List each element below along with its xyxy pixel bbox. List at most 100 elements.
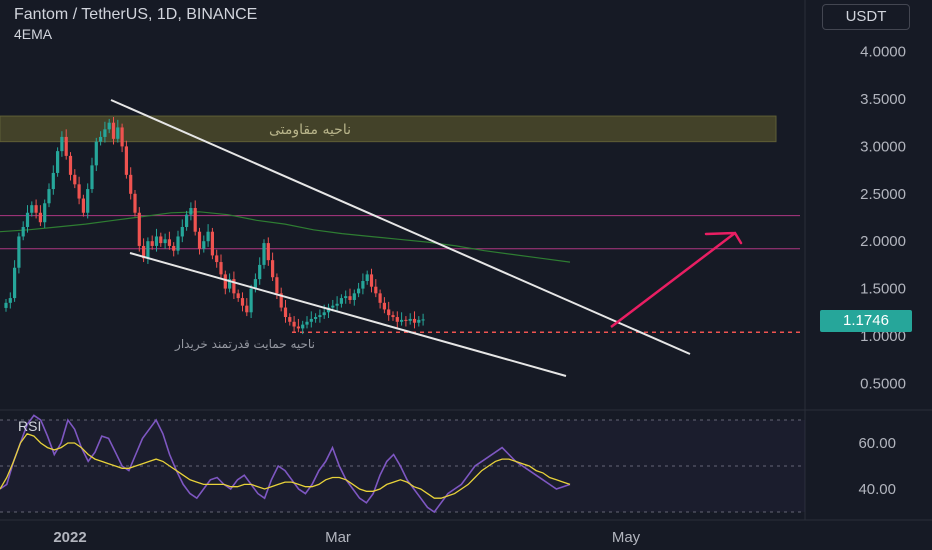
candle-body: [8, 298, 12, 303]
candle-body: [344, 296, 348, 299]
candle-body: [258, 264, 262, 280]
candle-body: [124, 146, 128, 175]
candle-body: [245, 305, 249, 313]
candle-body: [421, 319, 425, 321]
candle-body: [86, 189, 90, 213]
symbol-title: Fantom / TetherUS, 1D, BINANCE: [14, 6, 258, 23]
rsi-tick-label: 40.00: [858, 481, 896, 498]
currency-button[interactable]: USDT: [822, 4, 910, 30]
time-tick-label: Mar: [325, 529, 351, 546]
candle-body: [159, 236, 163, 244]
rsi-band: [0, 420, 805, 512]
price-tick-label: 3.0000: [860, 138, 906, 155]
candle-body: [142, 245, 146, 259]
candle-body: [236, 293, 240, 299]
candle-body: [253, 279, 257, 289]
candle-body: [68, 155, 73, 175]
candle-body: [266, 243, 270, 261]
candle-body: [339, 298, 343, 304]
candle-body: [180, 226, 184, 237]
candle-body: [215, 255, 219, 263]
last-price-tag: 1.1746: [820, 310, 912, 332]
candle-body: [202, 241, 206, 249]
support-label: ناحیه حمایت قدرتمند خریدار: [174, 337, 315, 352]
price-tick-label: 1.0000: [860, 328, 906, 345]
candle-body: [301, 324, 305, 329]
candle-body: [288, 317, 292, 322]
candle-body: [38, 212, 42, 223]
candle-body: [232, 279, 236, 294]
candle-body: [64, 136, 68, 156]
candle-body: [279, 293, 283, 308]
candle-body: [120, 127, 124, 147]
candle-body: [60, 136, 64, 152]
candle-body: [335, 303, 339, 306]
candle-body: [275, 277, 279, 294]
candle-body: [223, 274, 227, 289]
candle-body: [111, 122, 116, 139]
candle-body: [189, 208, 193, 215]
candle-body: [417, 319, 421, 323]
candle-body: [150, 241, 154, 246]
candle-body: [378, 293, 382, 303]
candle-body: [107, 122, 111, 130]
price-tick-label: 2.5000: [860, 186, 906, 203]
candle-body: [369, 274, 374, 287]
candle-body: [262, 243, 266, 265]
candle-body: [352, 293, 356, 300]
candle-body: [314, 317, 318, 319]
candle-body: [51, 172, 55, 190]
candle-body: [391, 315, 395, 318]
candle-body: [137, 212, 141, 246]
candle-body: [219, 262, 223, 275]
ema-line: [0, 211, 571, 263]
wedge-lower-line: [129, 252, 567, 377]
candle-body: [271, 260, 275, 278]
candle-body: [395, 317, 399, 322]
candle-body: [94, 141, 98, 166]
candle-body: [43, 203, 47, 223]
candle-body: [365, 274, 369, 282]
candle-body: [387, 309, 391, 316]
candle-body: [240, 298, 245, 306]
candle-body: [163, 239, 167, 244]
candle-body: [185, 214, 189, 227]
candle-body: [309, 318, 313, 322]
time-tick-label: 2022: [53, 529, 86, 546]
candle-body: [305, 321, 309, 325]
candle-body: [176, 236, 180, 251]
candle-body: [99, 136, 103, 142]
candle-body: [25, 212, 30, 227]
candle-body: [331, 305, 335, 308]
candle-body: [167, 239, 171, 246]
candle-body: [154, 236, 159, 246]
candle-body: [404, 319, 408, 321]
candle-body: [103, 129, 107, 137]
candle-body: [30, 205, 34, 213]
rsi-title: RSI: [18, 418, 42, 434]
candle-body: [283, 307, 288, 318]
candle-body: [172, 245, 176, 251]
candle-body: [17, 236, 21, 268]
price-tick-label: 1.5000: [860, 281, 906, 298]
candle-body: [206, 231, 210, 242]
candle-body: [56, 151, 60, 173]
candle-body: [13, 267, 17, 299]
candle-body: [81, 198, 85, 213]
candle-body: [21, 226, 25, 237]
wedge-upper-line: [110, 99, 691, 355]
candle-body: [4, 302, 8, 308]
resistance-zone: [0, 115, 777, 143]
candle-body: [412, 318, 417, 323]
candle-body: [296, 326, 300, 329]
candle-body: [47, 189, 51, 204]
candle-body: [318, 315, 322, 318]
price-tick-label: 2.0000: [860, 233, 906, 250]
candle-body: [129, 174, 133, 194]
target-arrow-head: [704, 231, 743, 245]
candle-body: [34, 205, 38, 213]
candle-body: [133, 193, 137, 213]
target-arrow-line: [610, 232, 736, 328]
